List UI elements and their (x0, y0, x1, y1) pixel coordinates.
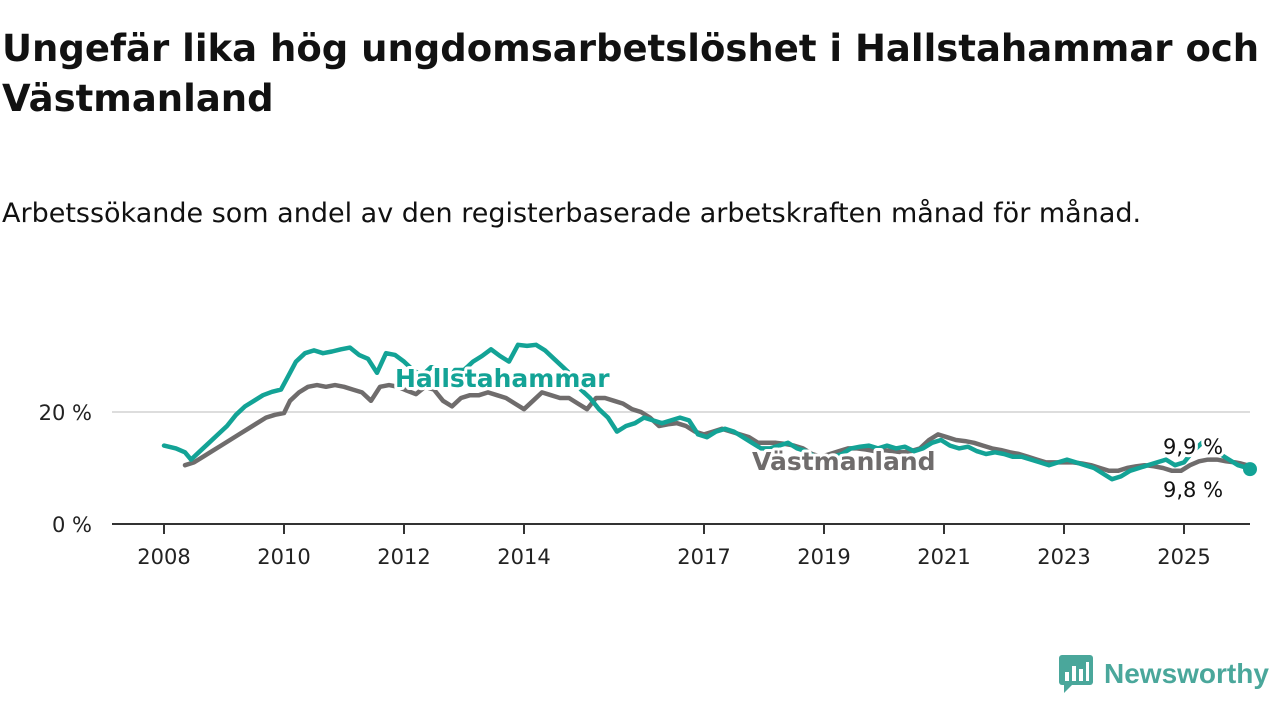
x-tick-label: 2017 (677, 545, 730, 569)
x-tick-label: 2012 (377, 545, 430, 569)
series-label-vastmanland: Västmanland (752, 447, 936, 476)
x-tick-label: 2019 (797, 545, 850, 569)
end-value-label-hallstahammar: 9,8 % (1163, 478, 1223, 502)
x-tick-label: 2023 (1037, 545, 1090, 569)
x-tick-label: 2010 (257, 545, 310, 569)
series-labels: Hallstahammar Västmanland 9,9 % 9,8 % (392, 361, 1226, 505)
end-value-label-vastmanland: 9,9 % (1163, 435, 1223, 459)
brand-name: Newsworthy (1104, 658, 1269, 689)
x-tick-label: 2025 (1157, 545, 1210, 569)
end-point-marker (1243, 462, 1257, 477)
series-line-västmanland (182, 382, 1253, 474)
brand-logo: Newsworthy (1058, 654, 1269, 694)
series-lines (161, 342, 1257, 482)
y-tick-label: 0 % (52, 513, 92, 537)
chart-title: Ungefär lika hög ungdomsarbetslöshet i H… (2, 27, 1260, 120)
x-tick-label: 2014 (497, 545, 550, 569)
chart-subtitle: Arbetssökande som andel av den registerb… (2, 198, 1142, 229)
x-tick-label: 2008 (137, 545, 190, 569)
x-tick-label: 2021 (917, 545, 970, 569)
series-label-hallstahammar: Hallstahammar (395, 364, 610, 393)
axes: 0 % 20 % 2008 2010 2012 2014 2017 2019 2021 2023 2… (39, 401, 1250, 569)
y-tick-label: 20 % (39, 401, 92, 425)
bar-chart-bubble-icon (1059, 655, 1093, 693)
series-line-hallstahammar (161, 342, 1253, 482)
